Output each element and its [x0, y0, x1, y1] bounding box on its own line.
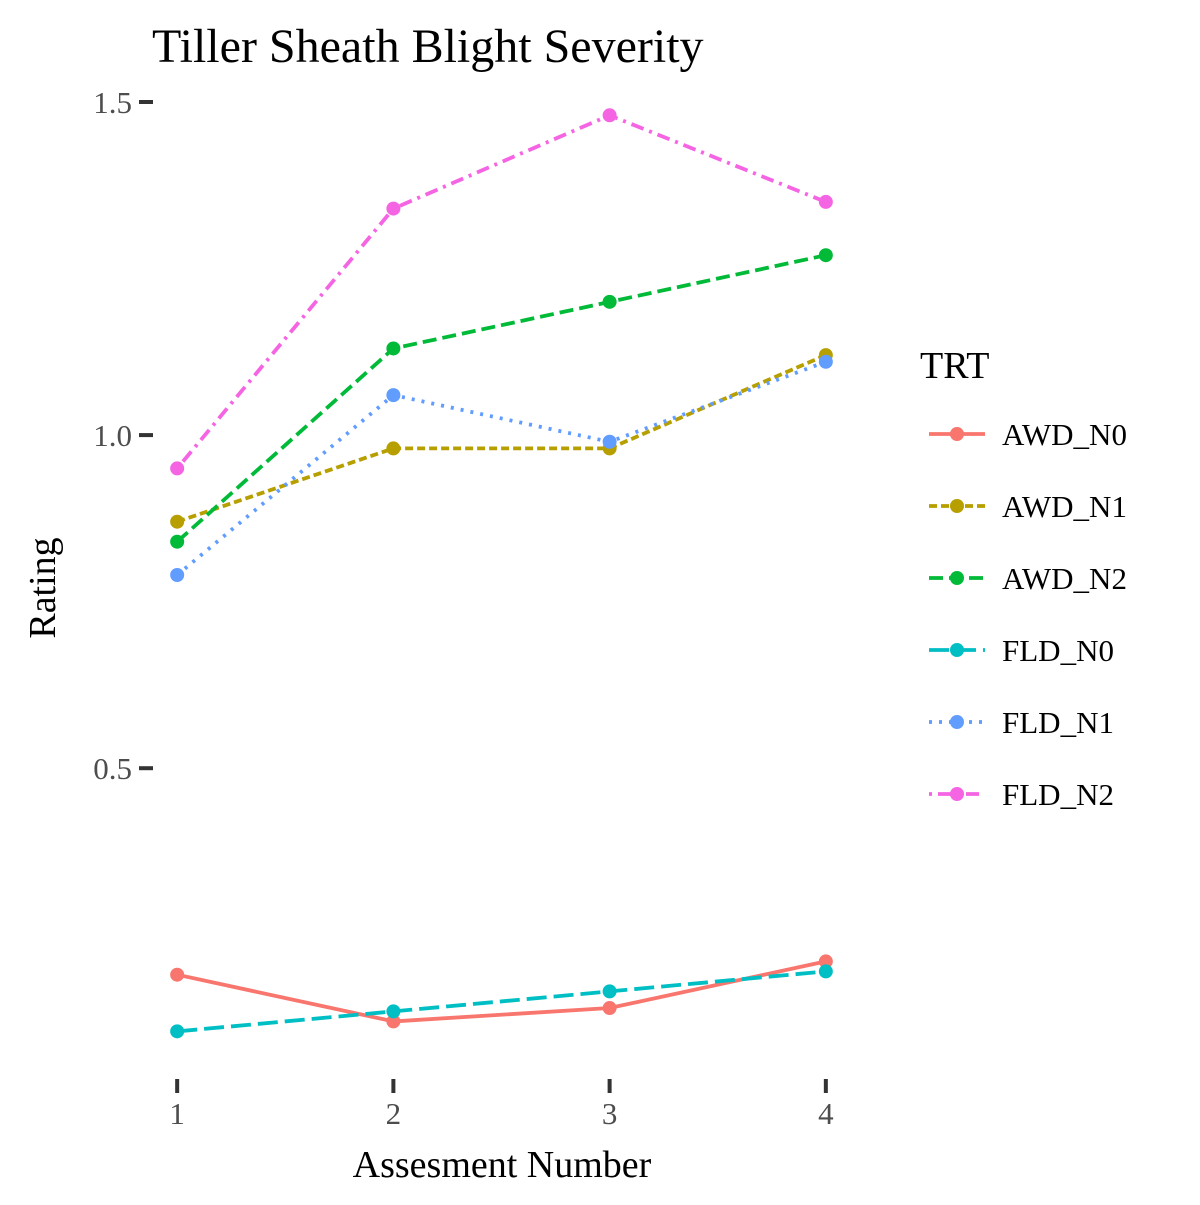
legend-key [929, 643, 985, 657]
legend-key-point [950, 427, 964, 441]
legend-key [929, 715, 985, 729]
data-point-fld-n2 [386, 201, 401, 216]
data-point-fld-n0 [602, 984, 617, 999]
data-point-awd-n0 [818, 954, 833, 969]
legend-key [929, 787, 985, 801]
series-line-fld-n2 [175, 113, 827, 470]
x-axis: 1 2 3 4 [169, 1079, 834, 1131]
series-line-awd-n1 [176, 353, 827, 524]
plot-points [170, 108, 833, 1039]
legend-key-point [950, 499, 964, 513]
x-tick-label: 2 [386, 1096, 402, 1131]
series-line-awd-n0 [176, 959, 827, 1024]
data-point-fld-n2 [170, 461, 185, 476]
data-point-fld-n1 [818, 354, 833, 369]
series-line-fld-n1 [175, 360, 827, 577]
data-point-fld-n0 [386, 1004, 401, 1019]
legend-label: FLD_N0 [1002, 633, 1114, 668]
plot-lines [175, 113, 827, 1034]
data-point-awd-n2 [386, 341, 401, 356]
data-point-awd-n2 [170, 534, 185, 549]
data-point-awd-n2 [818, 248, 833, 263]
legend-title: TRT [920, 345, 990, 387]
legend-key-point [950, 643, 964, 657]
y-tick-label: 0.5 [93, 751, 132, 786]
data-point-fld-n2 [602, 108, 617, 123]
legend-label: AWD_N0 [1002, 417, 1127, 452]
legend-items: AWD_N0 AWD_N1 AWD_N2 FLD_N0 FLD_N1 FLD_N2 [929, 417, 1127, 812]
y-tick-label: 1.0 [93, 418, 132, 453]
x-tick-label: 4 [818, 1096, 834, 1131]
data-point-fld-n2 [818, 194, 833, 209]
y-axis-title: Rating [22, 537, 64, 638]
legend-key [929, 571, 985, 585]
legend-label: FLD_N1 [1002, 705, 1114, 740]
data-point-fld-n1 [170, 568, 185, 582]
data-point-awd-n1 [170, 514, 185, 529]
data-point-awd-n0 [386, 1014, 401, 1029]
x-tick-label: 3 [602, 1096, 618, 1131]
legend-key-point [950, 571, 964, 585]
data-point-awd-n2 [602, 294, 617, 309]
legend-key [929, 427, 985, 441]
data-point-fld-n1 [386, 388, 401, 403]
x-tick-label: 1 [169, 1096, 185, 1131]
data-point-fld-n0 [818, 964, 833, 979]
legend-label: FLD_N2 [1002, 777, 1114, 812]
data-point-awd-n0 [602, 1001, 617, 1016]
legend-key-point [950, 787, 964, 801]
legend-key-point [950, 715, 964, 729]
data-point-fld-n1 [602, 434, 617, 449]
legend-label: AWD_N2 [1002, 561, 1127, 596]
y-axis: 0.5 1.0 1.5 [93, 85, 153, 786]
data-point-awd-n0 [170, 967, 185, 982]
chart-title: Tiller Sheath Blight Severity [152, 20, 704, 73]
legend: TRT AWD_N0 AWD_N1 AWD_N2 FLD_N0 FLD_N1 FLD_N2 [920, 345, 1127, 812]
legend-label: AWD_N1 [1002, 489, 1127, 524]
legend-key [929, 499, 985, 513]
x-axis-title: Assesment Number [353, 1144, 652, 1186]
y-tick-label: 1.5 [93, 85, 132, 120]
series-line-awd-n2 [175, 253, 827, 544]
series-line-fld-n0 [177, 969, 826, 1034]
data-point-fld-n0 [170, 1024, 185, 1039]
data-point-awd-n1 [386, 441, 401, 456]
